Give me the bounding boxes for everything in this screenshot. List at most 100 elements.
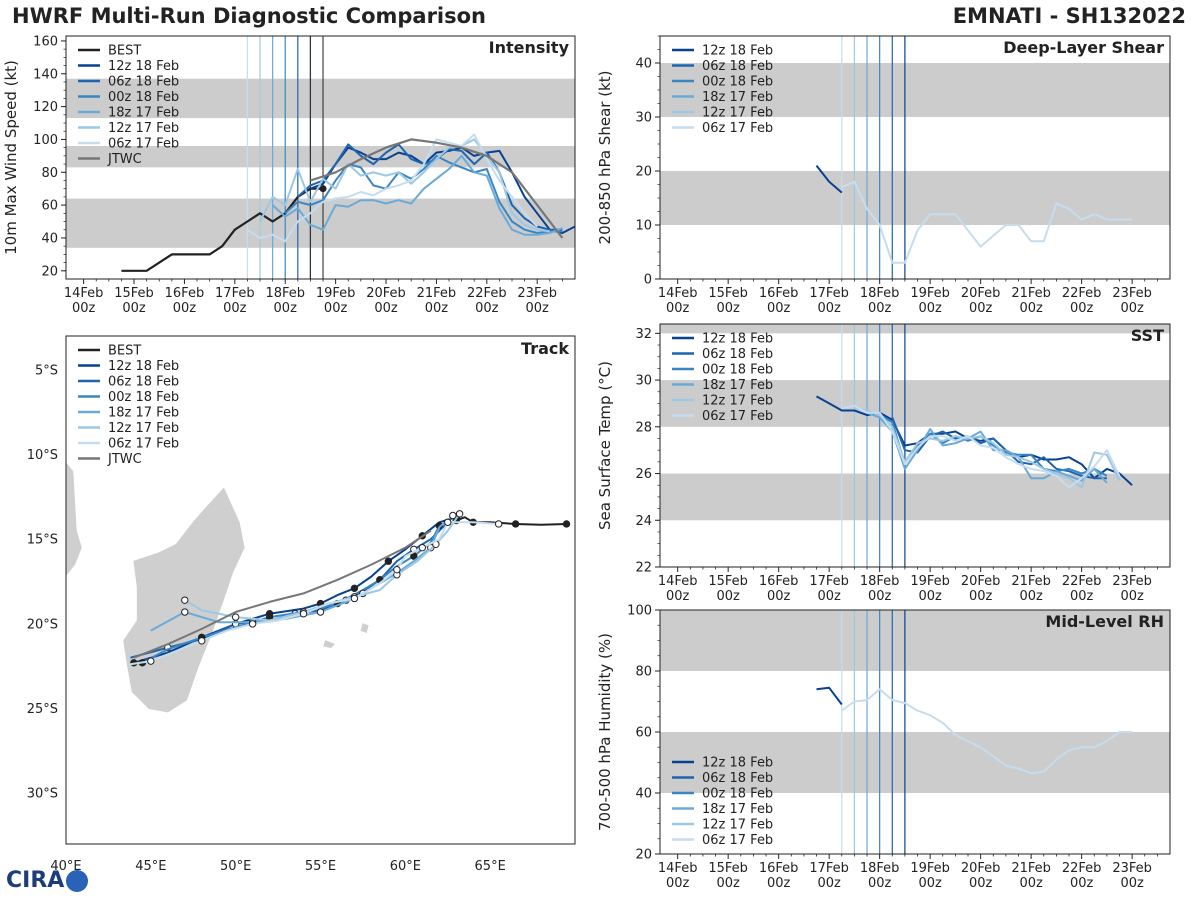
y-tick-label: 40 [41,231,58,246]
track-point-marker [562,520,571,528]
series-line-06z-17-feb [841,404,1121,489]
shaded-band [660,732,1170,793]
legend-label: 12z 18 Feb [702,756,773,771]
track-point-marker [198,637,206,645]
x-tick-label-day: 16Feb [165,286,205,301]
x-tick-label-day: 20Feb [961,286,1001,301]
x-tick-label-hour: 00z [1120,589,1144,604]
lat-tick-label: 20°S [27,617,58,632]
x-tick-label-hour: 00z [324,301,348,316]
rh-chart: 2040608010014Feb00z15Feb00z16Feb00z17Feb… [596,604,1171,891]
x-tick-label-day: 21Feb [417,286,457,301]
x-tick-label-day: 22Feb [1062,861,1102,876]
series-line-06z-17-feb [841,688,1133,775]
sst-chart: 22242628303214Feb00z15Feb00z16Feb00z17Fe… [596,323,1171,604]
x-tick-label-hour: 00z [716,301,740,316]
x-tick-label-day: 20Feb [961,574,1001,589]
x-tick-label-day: 19Feb [316,286,356,301]
x-tick-label-hour: 00z [918,589,942,604]
legend-label: JTWC [107,152,142,167]
x-tick-label-hour: 00z [969,301,993,316]
x-tick-label-day: 18Feb [860,574,900,589]
track-point-marker [181,596,189,604]
x-tick-label-hour: 00z [969,589,993,604]
track-point-marker [444,518,452,526]
x-tick-label-day: 19Feb [910,861,950,876]
intensity-chart: 2040608010012014016014Feb00z15Feb00z16Fe… [2,34,576,316]
legend-label: 06z 17 Feb [702,833,773,848]
x-tick-label-hour: 00z [767,301,791,316]
track-line-06z-17-feb [128,521,499,666]
x-tick-label-hour: 00z [969,876,993,891]
x-tick-label-day: 22Feb [1062,286,1102,301]
legend-label: 00z 18 Feb [702,363,773,378]
legend-label: 12z 18 Feb [702,332,773,347]
legend-label: BEST [108,44,141,59]
series-line-best [121,187,323,272]
plot-frame [659,323,1171,568]
cira-logo-text: CIRA [6,868,65,893]
x-tick-label-day: 15Feb [708,286,748,301]
legend-label: 12z 17 Feb [108,421,179,436]
legend-label: 12z 17 Feb [108,121,179,136]
legend-label: BEST [108,344,141,359]
x-tick-label-hour: 00z [1070,589,1094,604]
track-point-marker [147,657,155,665]
x-tick-label-hour: 00z [817,876,841,891]
lat-tick-label: 25°S [27,702,58,717]
x-tick-label-day: 14Feb [64,286,104,301]
x-tick-label-day: 15Feb [708,574,748,589]
shaded-band [660,610,1170,671]
legend-label: 18z 17 Feb [702,802,773,817]
legend-label: 06z 17 Feb [702,409,773,424]
mauritius-land [360,623,369,633]
shaded-band [660,473,1170,521]
lat-tick-label: 5°S [35,363,58,378]
legend-label: 12z 17 Feb [702,106,773,121]
legend-label: 06z 17 Feb [108,137,179,152]
track-line-best [455,516,567,526]
plot-frame [65,35,576,280]
x-tick-label-day: 22Feb [467,286,507,301]
x-tick-label-hour: 00z [374,301,398,316]
logo-emblem-icon [66,870,89,892]
legend-label: 00z 18 Feb [702,75,773,90]
shaded-band [660,380,1170,427]
x-tick-label-day: 14Feb [658,861,698,876]
y-tick-label: 120 [33,100,58,115]
x-tick-label-hour: 00z [475,301,499,316]
lon-tick-label: 65°E [475,859,506,874]
track-point-marker [181,608,189,616]
y-tick-label: 10 [635,219,652,234]
x-tick-label-day: 15Feb [114,286,154,301]
lat-tick-label: 10°S [27,448,58,463]
y-tick-label: 80 [41,166,58,181]
x-tick-label-hour: 00z [1070,876,1094,891]
series-line-18z-17-feb [271,154,563,236]
x-tick-label-day: 20Feb [961,861,1001,876]
x-tick-label-hour: 00z [223,301,247,316]
y-tick-label: 30 [635,111,652,126]
x-tick-label-day: 23Feb [1112,861,1152,876]
x-tick-label-day: 16Feb [759,574,799,589]
shaded-band [660,63,1170,117]
track-chart: 5°S10°S15°S20°S25°S30°S40°E 45°E 50°E 55°E 6… [27,335,576,874]
legend-label: 06z 18 Feb [108,75,179,90]
legend-label: 12z 17 Feb [702,818,773,833]
series-line-18z-17-feb [866,411,1108,484]
panel-title: Mid-Level RH [1045,612,1164,631]
x-tick-label-hour: 00z [868,876,892,891]
y-tick-label: 40 [635,787,652,802]
series-line-00z-18-feb [879,414,1108,477]
x-tick-label-hour: 00z [767,876,791,891]
lon-tick-label: 45°E [135,859,166,874]
series-line-12z-18-feb [816,686,843,706]
x-tick-label-hour: 00z [72,301,96,316]
track-map-area [66,462,571,713]
panel-title: SST [1131,326,1164,345]
y-tick-label: 60 [41,199,58,214]
lon-tick-label: 55°E [305,859,336,874]
x-tick-label-day: 16Feb [759,861,799,876]
legend-label: 06z 18 Feb [702,771,773,786]
rh-plot-area [660,610,1170,854]
